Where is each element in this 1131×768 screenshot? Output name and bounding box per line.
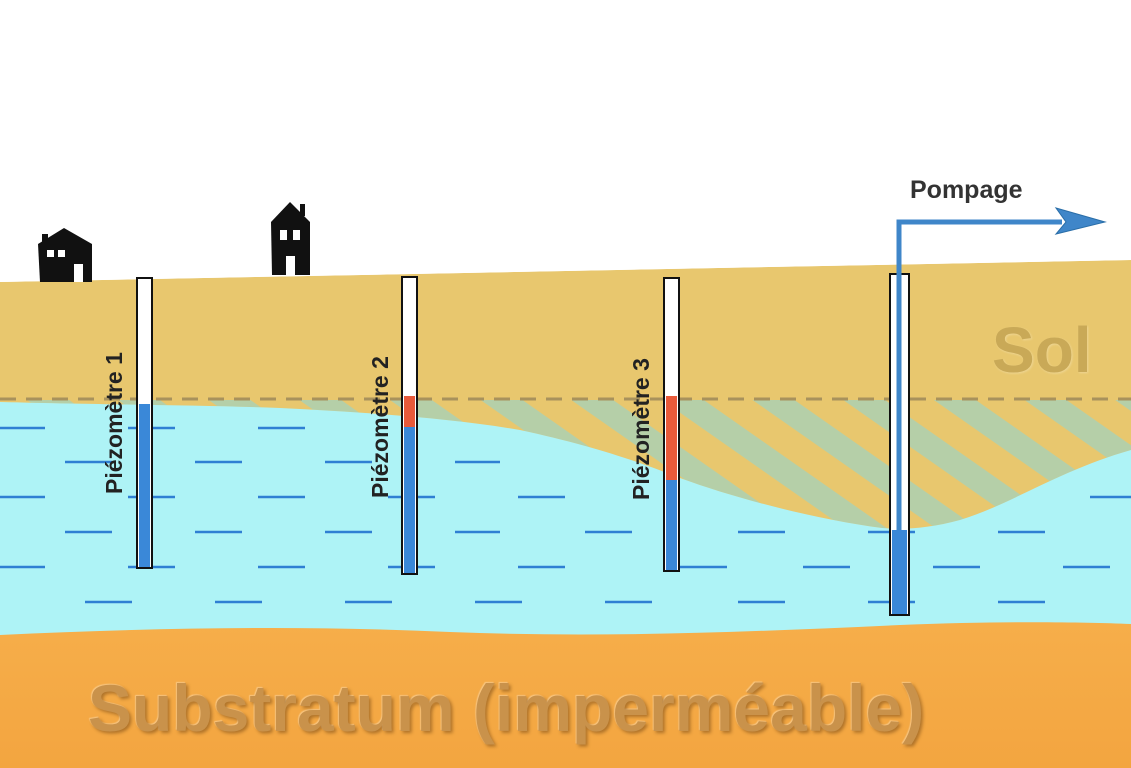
piezometer-3 <box>663 277 680 572</box>
pumping-label: Pompage <box>910 176 1023 204</box>
piezometer-1-label: Piézomètre 1 <box>101 352 127 494</box>
piezometer-3-label: Piézomètre 3 <box>628 358 654 500</box>
substratum-layer <box>0 622 1131 768</box>
house-icon <box>38 228 92 282</box>
house-icon <box>271 202 310 275</box>
water-dashes <box>0 426 1131 604</box>
soil-label: Sol <box>992 314 1092 386</box>
drawdown-zone <box>0 400 1131 529</box>
piezometer-2 <box>401 276 418 575</box>
aquifer-water <box>0 402 1131 640</box>
sky <box>0 0 1131 282</box>
pump-pipe <box>896 219 1062 530</box>
piezometer-2-label: Piézomètre 2 <box>367 356 393 498</box>
piezometer-1 <box>136 277 153 569</box>
pump-arrow-icon <box>1054 207 1107 235</box>
substratum-label: Substratum (imperméable) <box>88 671 925 745</box>
pumping-well <box>889 207 1107 616</box>
